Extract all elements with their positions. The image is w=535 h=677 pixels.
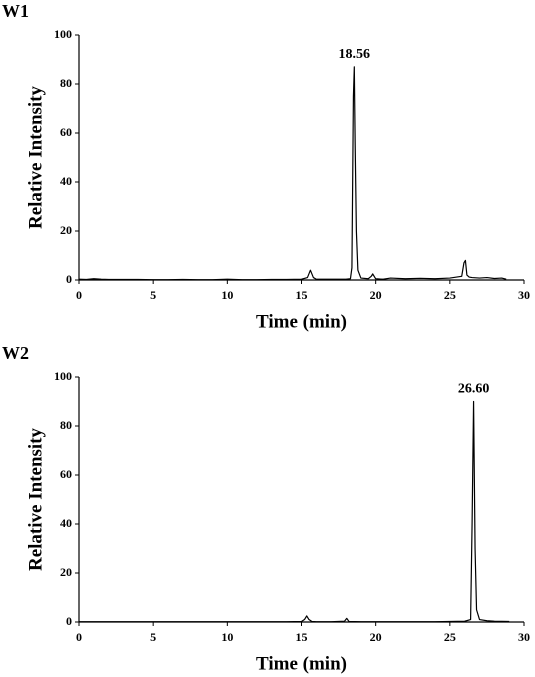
y-tick-label: 100: [54, 369, 72, 383]
x-tick-label: 25: [444, 630, 456, 644]
chromatogram-line: [79, 400, 510, 623]
x-tick-label: 20: [370, 288, 382, 302]
x-axis-label: Time (min): [256, 311, 347, 332]
y-tick-label: 60: [60, 467, 72, 481]
peak-label: 26.60: [458, 382, 490, 397]
x-tick-label: 10: [221, 630, 233, 644]
x-tick-label: 20: [370, 630, 382, 644]
x-tick-label: 30: [518, 288, 530, 302]
y-tick-label: 60: [60, 125, 72, 139]
x-axis-label: Time (min): [256, 653, 347, 674]
panel-label: W2: [2, 343, 29, 363]
y-tick-label: 20: [60, 223, 72, 237]
x-tick-label: 30: [518, 630, 530, 644]
y-axis-label: Relative Intensity: [25, 85, 46, 229]
x-tick-label: 15: [296, 288, 308, 302]
y-tick-label: 40: [60, 174, 72, 188]
x-tick-label: 0: [76, 630, 82, 644]
x-tick-label: 25: [444, 288, 456, 302]
y-tick-label: 80: [60, 418, 72, 432]
y-axis-label: Relative Intensity: [25, 427, 46, 571]
y-tick-label: 40: [60, 516, 72, 530]
x-tick-label: 0: [76, 288, 82, 302]
x-tick-label: 15: [296, 630, 308, 644]
peak-label: 18.56: [339, 47, 371, 62]
y-tick-label: 80: [60, 76, 72, 90]
x-tick-label: 5: [150, 630, 156, 644]
y-tick-label: 100: [54, 27, 72, 41]
y-tick-label: 20: [60, 565, 72, 579]
y-tick-label: 0: [66, 614, 72, 628]
y-tick-label: 0: [66, 272, 72, 286]
x-tick-label: 10: [221, 288, 233, 302]
x-tick-label: 5: [150, 288, 156, 302]
panel-label: W1: [2, 1, 29, 21]
chromatogram-line: [78, 66, 507, 281]
